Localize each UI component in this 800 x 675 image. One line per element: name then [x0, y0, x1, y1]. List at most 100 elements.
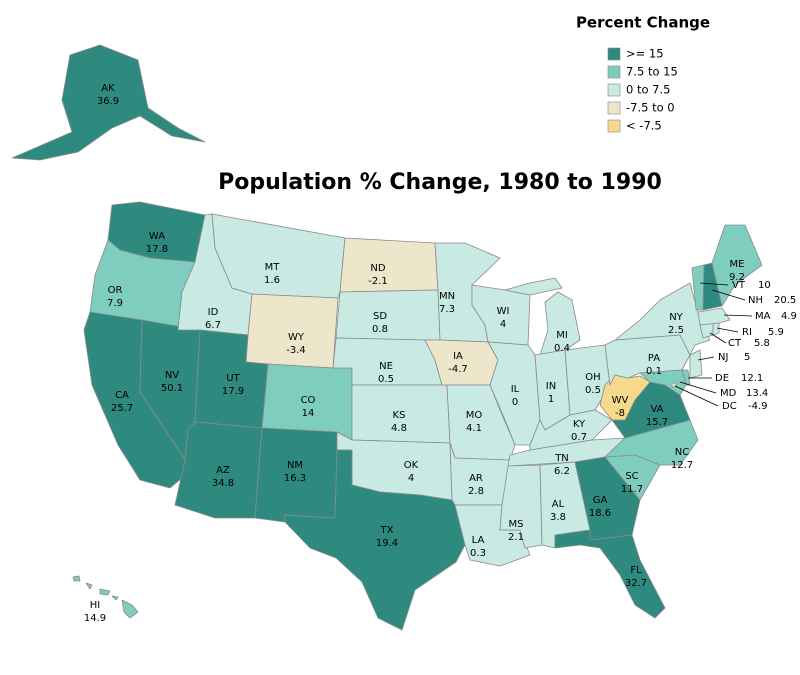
legend-swatch — [607, 101, 621, 115]
state — [689, 349, 703, 379]
legend-label: 7.5 to 15 — [626, 65, 678, 79]
leader-line — [697, 356, 715, 361]
legend-label: -7.5 to 0 — [626, 101, 675, 115]
state-name: NC — [675, 447, 689, 458]
state-name: AZ — [216, 465, 230, 476]
state-name: WY — [288, 332, 305, 343]
state-name: SD — [373, 311, 387, 322]
state-value: 36.9 — [97, 96, 119, 107]
state-name: HI — [90, 600, 100, 611]
state — [554, 529, 666, 619]
state-value: 1 — [548, 394, 554, 405]
state-name: MO — [466, 410, 483, 421]
state-name: GA — [593, 495, 608, 506]
state-value: -8 — [615, 408, 625, 419]
leader-line — [699, 282, 729, 286]
state-value: 2.1 — [508, 532, 524, 543]
state-value: 14.9 — [84, 613, 106, 624]
legend-label: >= 15 — [626, 47, 664, 61]
leader-line — [709, 332, 727, 344]
state-value: 4 — [500, 319, 506, 330]
state-name: CO — [301, 395, 316, 406]
state-name: TX — [380, 525, 394, 536]
state-name: CT — [728, 338, 742, 349]
state — [339, 237, 439, 293]
state-name: VT — [732, 280, 746, 291]
state — [697, 307, 731, 326]
state-value: -3.4 — [286, 345, 306, 356]
state-name: ID — [208, 307, 219, 318]
state-name: WV — [612, 395, 629, 406]
state-name: NM — [287, 460, 303, 471]
state — [335, 289, 441, 341]
state — [284, 449, 466, 631]
legend-swatch — [607, 47, 621, 61]
state-value: 0.7 — [571, 432, 587, 443]
state-value: 14 — [302, 408, 315, 419]
state-value: 11.7 — [621, 484, 643, 495]
state — [11, 44, 206, 161]
state-value: 50.1 — [161, 383, 183, 394]
state-value: 19.4 — [376, 538, 398, 549]
state-name: NJ — [718, 352, 728, 363]
state-name: KY — [573, 419, 586, 430]
state-name: ME — [730, 259, 745, 270]
state-value: 5.9 — [768, 327, 784, 338]
state-value: 12.7 — [671, 460, 693, 471]
state-value: 0.5 — [378, 374, 394, 385]
state — [72, 575, 139, 619]
state-value: 4 — [408, 473, 414, 484]
state-value: 18.6 — [589, 508, 611, 519]
state-value: 13.4 — [746, 388, 768, 399]
state-value: 17.8 — [146, 244, 168, 255]
state-name: MI — [556, 330, 568, 341]
state-value: 3.8 — [550, 512, 566, 523]
state-value: 0.5 — [585, 385, 601, 396]
state-value: 0.3 — [470, 548, 486, 559]
state-name: TN — [554, 453, 569, 464]
state-name: CA — [115, 390, 129, 401]
state-value: 5.8 — [754, 338, 770, 349]
leader-line — [723, 314, 753, 317]
state-value: 12.1 — [741, 373, 763, 384]
state-name: MD — [720, 388, 737, 399]
state-name: MS — [509, 519, 524, 530]
state-value: 6.2 — [554, 466, 570, 477]
map-title: Population % Change, 1980 to 1990 — [218, 170, 662, 195]
leader-line — [716, 327, 739, 333]
state-name: NV — [165, 370, 179, 381]
state-value: 0 — [512, 397, 518, 408]
state-name: MA — [755, 311, 771, 322]
state-value: 25.7 — [111, 403, 133, 414]
state — [711, 224, 763, 307]
state-name: MT — [265, 262, 281, 273]
state-value: -4.7 — [448, 364, 468, 375]
state-value: 34.8 — [212, 478, 234, 489]
state-value: 4.1 — [466, 423, 482, 434]
state-name: OK — [404, 460, 419, 471]
state-name: NE — [379, 361, 393, 372]
state-name: LA — [472, 535, 485, 546]
state-value: 15.7 — [646, 417, 668, 428]
legend-label: 0 to 7.5 — [626, 83, 670, 97]
state-value: 0.1 — [646, 366, 662, 377]
leader-line — [674, 385, 719, 407]
state-name: NY — [669, 312, 683, 323]
state-value: 6.7 — [205, 320, 221, 331]
state-value: 7.3 — [439, 304, 455, 315]
state-name: DE — [715, 373, 729, 384]
state-name: AR — [469, 473, 483, 484]
state-name: PA — [648, 353, 660, 364]
state-name: OH — [585, 372, 600, 383]
legend-swatch — [607, 65, 621, 79]
state-value: 0.8 — [372, 324, 388, 335]
state-name: NH — [748, 295, 763, 306]
state-value: -2.1 — [368, 276, 388, 287]
state-value: -4.9 — [748, 401, 768, 412]
state-name: IL — [511, 384, 520, 395]
state-value: 0.4 — [554, 343, 570, 354]
state-name: UT — [226, 373, 240, 384]
state-value: 4.9 — [781, 311, 797, 322]
state-name: SC — [625, 471, 638, 482]
